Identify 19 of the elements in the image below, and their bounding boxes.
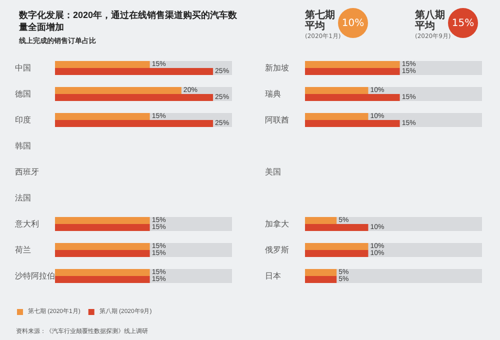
y-tick-label: 加拿大 — [265, 220, 289, 228]
y-tick-label: 印度 — [15, 116, 31, 124]
y-tick-label: 俄罗斯 — [265, 246, 289, 254]
text: 第八期平均 — [415, 10, 446, 32]
y-tick-label: 新加坡 — [265, 64, 289, 72]
y-tick-label: 德国 — [15, 90, 31, 98]
y-tick-label: 韩国 — [15, 142, 31, 150]
y-tick-label: 西班牙 — [15, 168, 39, 176]
y-tick-label: 沙特阿拉伯 — [15, 272, 55, 280]
y-tick-label: 意大利 — [14, 220, 39, 228]
y-tick-label: 美国 — [265, 168, 281, 176]
chart-title: 数字化发展：2020年，通过在线销售渠道购买的汽车数量全面增加 — [18, 10, 238, 32]
y-tick-label: 阿联酋 — [265, 116, 289, 124]
y-tick-label: 法国 — [15, 194, 31, 202]
y-tick-label: 瑞典 — [265, 90, 281, 98]
y-tick-label: 荷兰 — [15, 246, 31, 254]
text: 第七期平均 — [305, 10, 336, 32]
y-tick-label: 中国 — [15, 64, 31, 72]
y-tick-label: 日本 — [265, 272, 281, 280]
